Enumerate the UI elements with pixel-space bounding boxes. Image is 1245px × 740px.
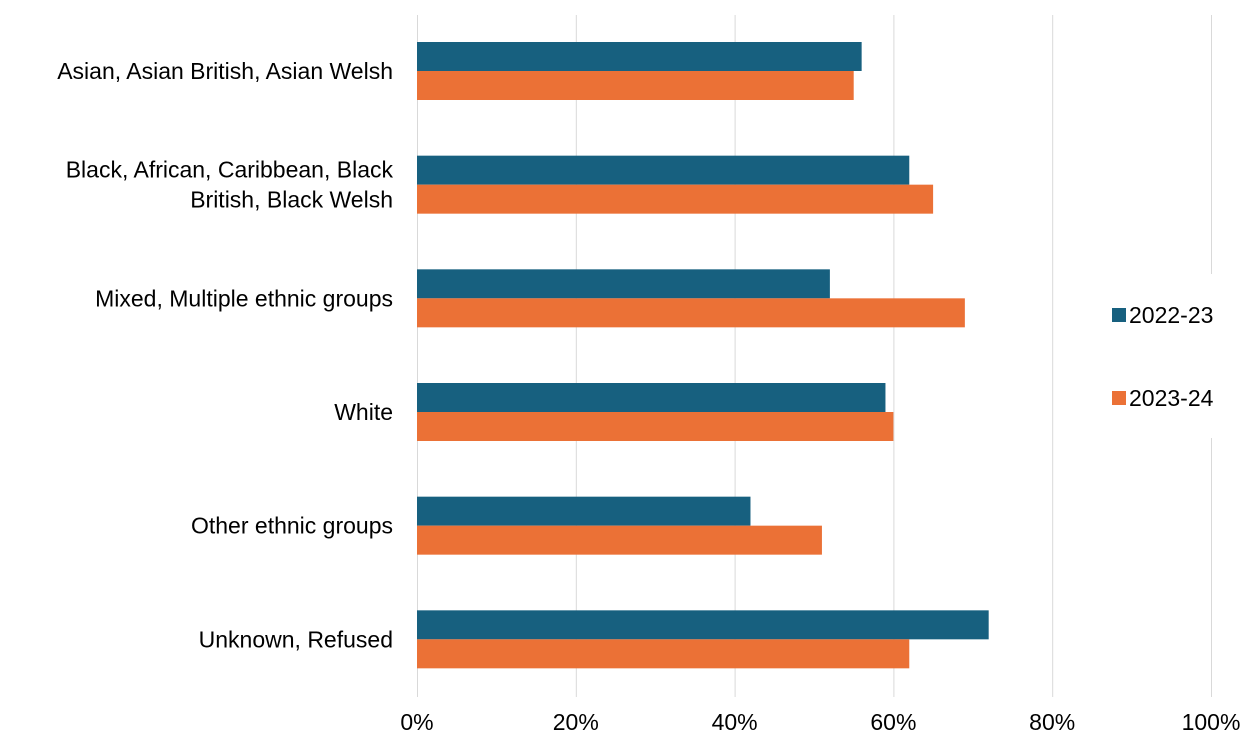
- category-label-4: Other ethnic groups: [191, 513, 393, 539]
- bars: [417, 42, 989, 669]
- bar-2022-23-2: [417, 269, 830, 299]
- x-tick-label-60: 60%: [870, 709, 916, 735]
- bar-2023-24-3: [417, 412, 894, 441]
- legend-label-2023-24: 2023-24: [1129, 385, 1214, 411]
- bar-2022-23-3: [417, 383, 886, 412]
- bar-2022-23-5: [417, 610, 989, 640]
- x-tick-label-20: 20%: [553, 709, 599, 735]
- bar-2023-24-4: [417, 525, 822, 555]
- x-tick-label-100: 100%: [1182, 709, 1241, 735]
- bar-2023-24-5: [417, 639, 910, 669]
- category-label-2: Mixed, Multiple ethnic groups: [95, 285, 393, 311]
- category-label-1-line-0: Black, African, Caribbean, Black: [66, 157, 394, 183]
- legend: 2022-23 2023-24: [1112, 302, 1214, 411]
- legend-label-2022-23: 2022-23: [1129, 302, 1213, 328]
- legend-swatch-2023-24: [1112, 391, 1126, 405]
- bar-2022-23-1: [417, 155, 910, 185]
- x-tick-labels: 0% 20% 40% 60% 80% 100%: [400, 709, 1240, 735]
- bar-2022-23-4: [417, 496, 751, 526]
- category-label-0: Asian, Asian British, Asian Welsh: [57, 58, 393, 84]
- category-label-1-line-1: British, Black Welsh: [190, 187, 393, 213]
- x-tick-label-0: 0%: [400, 709, 433, 735]
- x-tick-label-40: 40%: [712, 709, 758, 735]
- legend-swatch-2022-23: [1112, 308, 1126, 322]
- bar-2022-23-0: [417, 42, 862, 71]
- category-labels: Asian, Asian British, Asian Welsh Black, …: [57, 58, 393, 652]
- bar-2023-24-0: [417, 71, 854, 100]
- bar-2023-24-2: [417, 298, 965, 328]
- x-tick-label-80: 80%: [1029, 709, 1075, 735]
- category-label-3: White: [334, 399, 393, 425]
- category-label-5: Unknown, Refused: [199, 626, 393, 652]
- gridlines: [417, 15, 1212, 697]
- bar-2023-24-1: [417, 184, 934, 214]
